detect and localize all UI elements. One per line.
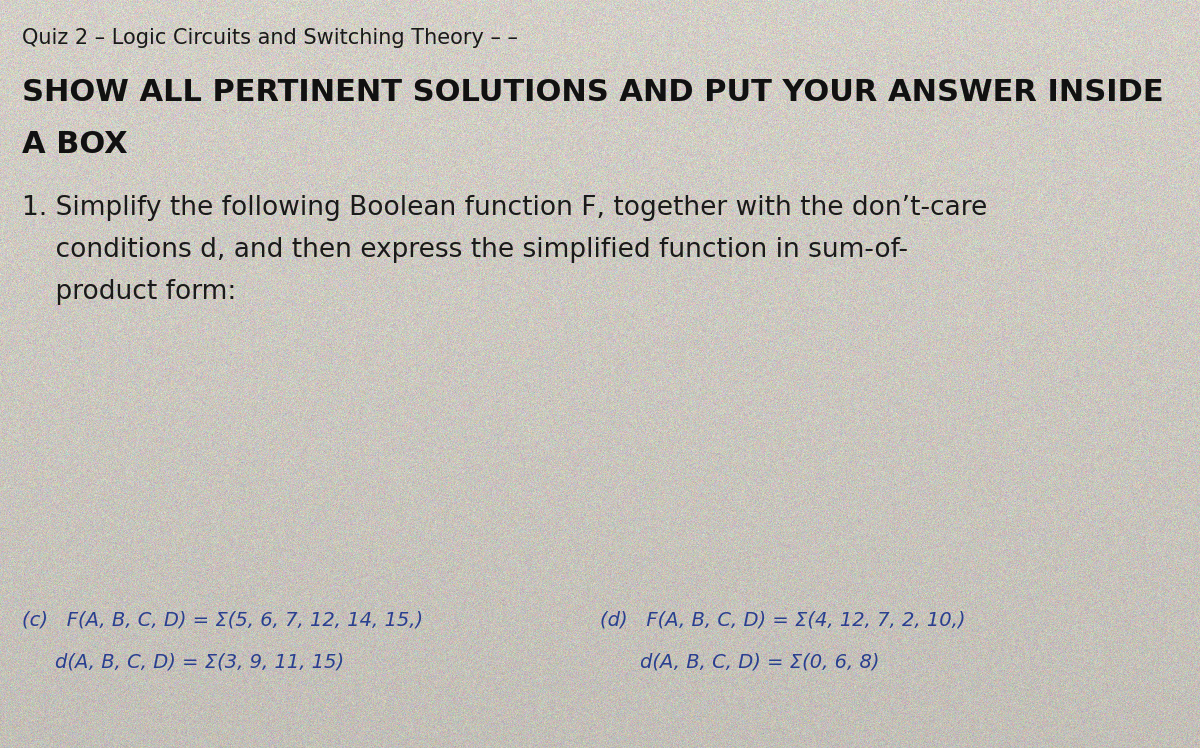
Text: (c)   F(A, B, C, D) = Σ(5, 6, 7, 12, 14, 15,): (c) F(A, B, C, D) = Σ(5, 6, 7, 12, 14, 1… — [22, 610, 424, 629]
Text: conditions d, and then express the simplified function in sum-of-: conditions d, and then express the simpl… — [22, 237, 908, 263]
Text: (d)   F(A, B, C, D) = Σ(4, 12, 7, 2, 10,): (d) F(A, B, C, D) = Σ(4, 12, 7, 2, 10,) — [600, 610, 966, 629]
Text: product form:: product form: — [22, 279, 236, 305]
Text: Quiz 2 – Logic Circuits and Switching Theory – –: Quiz 2 – Logic Circuits and Switching Th… — [22, 28, 518, 48]
Text: A BOX: A BOX — [22, 130, 127, 159]
Text: d(A, B, C, D) = Σ(3, 9, 11, 15): d(A, B, C, D) = Σ(3, 9, 11, 15) — [55, 652, 344, 671]
Text: SHOW ALL PERTINENT SOLUTIONS AND PUT YOUR ANSWER INSIDE: SHOW ALL PERTINENT SOLUTIONS AND PUT YOU… — [22, 78, 1164, 107]
Text: 1. Simplify the following Boolean function F, together with the don’t-care: 1. Simplify the following Boolean functi… — [22, 195, 988, 221]
Text: d(A, B, C, D) = Σ(0, 6, 8): d(A, B, C, D) = Σ(0, 6, 8) — [640, 652, 880, 671]
